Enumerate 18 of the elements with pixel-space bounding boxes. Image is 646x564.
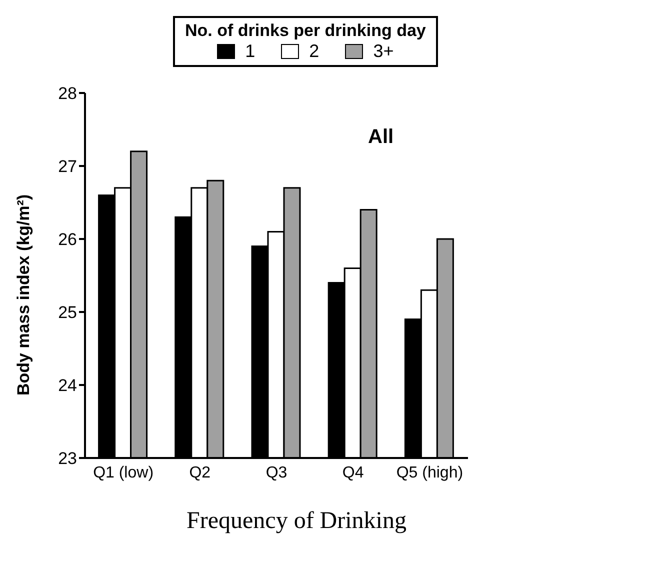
legend-label: 2 <box>308 41 320 62</box>
x-tick-label: Q2 <box>189 464 211 482</box>
legend-label: 1 <box>244 41 256 62</box>
y-tick-label: 27 <box>58 157 77 176</box>
legend-label: 3+ <box>372 41 394 62</box>
y-axis-title: Body mass index (kg/m²) <box>14 194 34 396</box>
x-tick-label: Q3 <box>266 464 288 482</box>
y-tick-label: 28 <box>58 84 77 104</box>
x-axis-title: Frequency of Drinking <box>186 508 408 535</box>
legend-title: No. of drinks per drinking day <box>185 21 426 41</box>
y-tick-label: 24 <box>58 376 77 396</box>
x-tick-label: Q1 (low) <box>93 464 154 482</box>
x-tick-label: Q5 (high) <box>396 464 464 482</box>
y-tick-label: 23 <box>58 449 77 468</box>
text: All <box>368 126 394 149</box>
y-tick-label: 25 <box>58 303 77 322</box>
x-tick-label: Q4 <box>342 464 364 482</box>
y-tick-label: 26 <box>58 230 77 250</box>
